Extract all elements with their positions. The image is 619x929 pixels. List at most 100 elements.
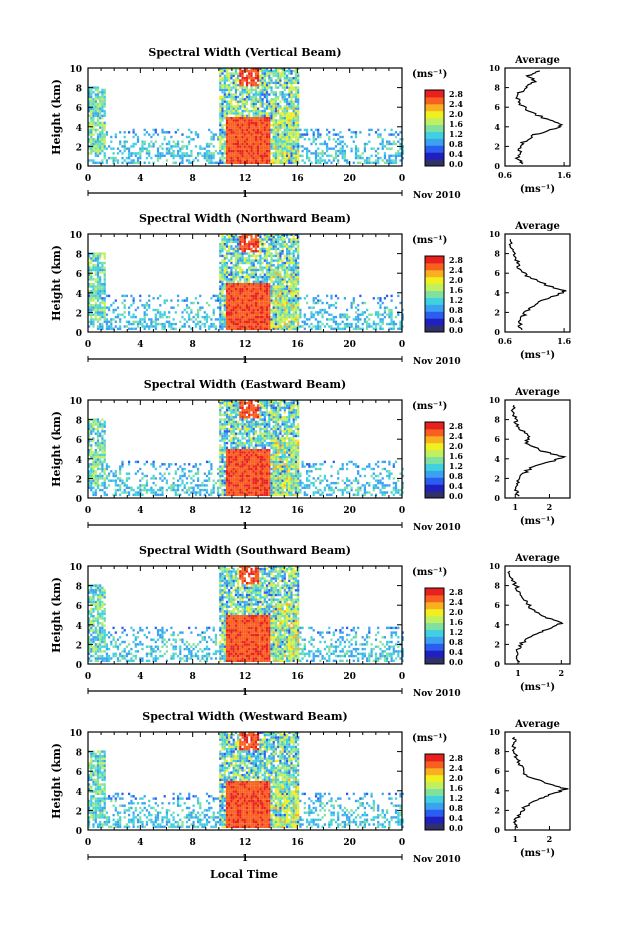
heatmap-cell: [232, 131, 235, 134]
heatmap-cell: [250, 102, 253, 106]
heatmap-cell: [248, 254, 251, 258]
heatmap-cell: [101, 444, 104, 447]
heatmap-cell: [288, 88, 291, 92]
heatmap-cell: [108, 145, 111, 148]
heatmap-cell: [223, 418, 226, 421]
heatmap-cell: [259, 161, 262, 164]
heatmap-cell: [270, 318, 273, 321]
heatmap-cell: [272, 159, 275, 162]
heatmap-cell: [114, 481, 117, 485]
heatmap-cell: [121, 465, 124, 468]
heatmap-cell: [317, 147, 320, 150]
heatmap-cell: [286, 259, 289, 262]
heatmap-cell: [237, 142, 240, 146]
heatmap-cell: [261, 135, 264, 139]
heatmap-cell: [248, 327, 251, 330]
heatmap-cell: [225, 446, 229, 449]
heatmap-cell: [237, 95, 240, 99]
heatmap-cell: [217, 493, 220, 496]
heatmap-cell: [219, 84, 222, 87]
heatmap-cell: [163, 131, 166, 134]
average-title: Average: [514, 55, 560, 66]
heatmap-cell: [99, 477, 102, 480]
heatmap-cell: [263, 77, 266, 80]
heatmap-cell: [270, 69, 273, 73]
heatmap-cell: [90, 484, 93, 487]
heatmap-cell: [134, 152, 137, 155]
heatmap-cell: [110, 325, 113, 328]
heatmap-cell: [203, 472, 206, 475]
heatmap-cell: [94, 88, 97, 92]
heatmap-cell: [219, 72, 222, 75]
heatmap-cell: [239, 84, 242, 87]
heatmap-cell: [274, 271, 277, 274]
heatmap-cell: [354, 318, 358, 321]
heatmap-cell: [366, 156, 369, 160]
heatmap-cell: [272, 135, 275, 139]
heatmap-cell: [254, 147, 257, 150]
heatmap-cell: [294, 320, 297, 323]
heatmap-cell: [223, 488, 226, 492]
heatmap-cell: [221, 460, 224, 464]
heatmap-cell: [232, 301, 235, 305]
heatmap-cell: [286, 294, 289, 298]
heatmap-cell: [290, 327, 293, 330]
heatmap-cell: [346, 322, 349, 326]
heatmap-cell: [277, 95, 280, 99]
heatmap-cell: [132, 320, 135, 323]
heatmap-cell: [274, 327, 277, 330]
heatmap-cell: [245, 69, 249, 73]
heatmap-cell: [188, 154, 191, 157]
heatmap-cell: [225, 481, 229, 485]
colorbar-swatch: [425, 117, 444, 126]
heatmap-cell: [254, 145, 257, 148]
heatmap-cell: [257, 112, 260, 115]
heatmap-cell: [174, 322, 177, 326]
heatmap-cell: [228, 252, 231, 255]
heatmap-cell: [103, 315, 106, 319]
heatmap-cell: [230, 147, 233, 150]
heatmap-cell: [377, 135, 380, 139]
heatmap-cell: [250, 247, 253, 251]
heatmap-cell: [263, 124, 266, 127]
heatmap-cell: [272, 308, 275, 312]
heatmap-cell: [288, 126, 291, 129]
heatmap-cell: [223, 315, 226, 319]
heatmap-cell: [152, 493, 155, 496]
heatmap-cell: [326, 128, 329, 132]
heatmap-cell: [268, 114, 271, 117]
heatmap-cell: [263, 306, 266, 309]
heatmap-cell: [232, 161, 235, 164]
heatmap-cell: [232, 238, 235, 241]
heatmap-cell: [272, 290, 275, 293]
heatmap-cell: [101, 325, 104, 328]
heatmap-cell: [328, 313, 331, 316]
heatmap-cell: [279, 154, 282, 157]
heatmap-cell: [319, 142, 322, 146]
heatmap-cell: [228, 399, 231, 402]
heatmap-cell: [230, 290, 233, 293]
heatmap-cell: [250, 325, 253, 328]
heatmap-cell: [374, 131, 378, 134]
heatmap-cell: [254, 84, 257, 87]
heatmap-cell: [254, 268, 257, 272]
heatmap-cell: [237, 259, 240, 262]
heatmap-cell: [94, 453, 97, 457]
colorbar-swatch: [425, 297, 444, 305]
heatmap-cell: [241, 100, 244, 103]
heatmap-cell: [234, 306, 237, 309]
heatmap-cell: [241, 273, 244, 276]
heatmap-cell: [88, 105, 91, 108]
heatmap-cell: [219, 114, 222, 117]
heatmap-cell: [272, 128, 275, 132]
heatmap-cell: [243, 117, 246, 120]
heatmap-cell: [297, 131, 300, 134]
heatmap-cell: [103, 283, 106, 286]
heatmap-cell: [165, 147, 168, 150]
heatmap-cell: [92, 278, 95, 281]
heatmap-cell: [248, 278, 251, 281]
heatmap-cell: [274, 308, 277, 312]
heatmap-cell: [101, 484, 104, 487]
heatmap-cell: [174, 311, 177, 314]
heatmap-cell: [288, 306, 291, 309]
